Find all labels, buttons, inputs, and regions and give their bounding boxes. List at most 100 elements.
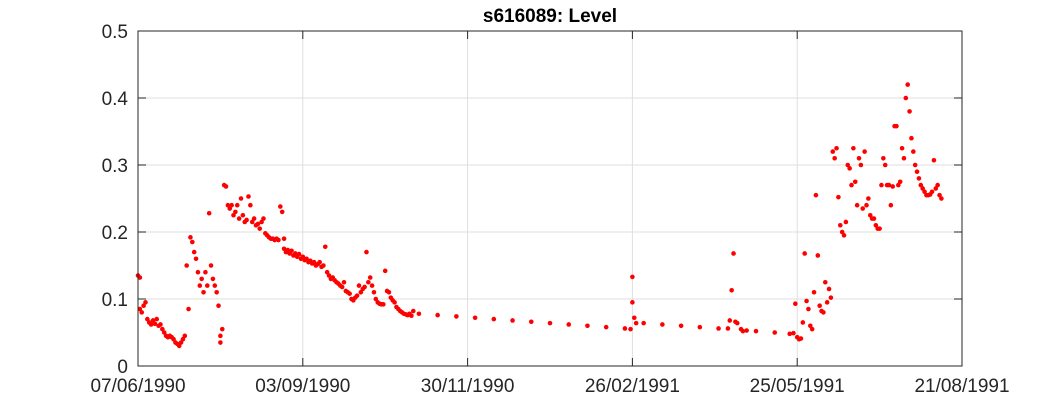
data-point — [804, 298, 809, 304]
data-point — [341, 279, 347, 285]
data-point — [937, 192, 942, 198]
data-point — [912, 162, 918, 168]
data-point — [364, 249, 369, 255]
data-point — [289, 248, 294, 254]
data-point — [219, 326, 225, 332]
data-point — [249, 219, 255, 225]
data-point — [821, 310, 826, 315]
data-point — [161, 330, 167, 335]
data-point — [137, 275, 143, 280]
data-point — [633, 320, 639, 326]
data-point — [888, 202, 894, 208]
data-point — [210, 276, 216, 282]
data-point — [800, 320, 806, 325]
data-point — [809, 326, 815, 332]
data-point — [199, 276, 204, 282]
data-point — [381, 302, 386, 307]
data-point — [894, 123, 899, 129]
data-point — [851, 145, 856, 151]
data-point — [822, 279, 828, 285]
data-point — [903, 95, 909, 101]
data-point — [244, 217, 249, 223]
data-point — [933, 186, 939, 191]
data-point — [630, 300, 635, 305]
data-point — [856, 156, 862, 161]
data-point — [630, 274, 635, 280]
data-point — [854, 202, 860, 208]
data-point — [278, 204, 283, 209]
data-point — [858, 162, 864, 168]
data-point — [873, 223, 879, 228]
data-point — [369, 283, 375, 288]
y-tick-label: 0.5 — [102, 22, 128, 43]
data-point — [195, 269, 201, 275]
data-point — [828, 295, 834, 300]
data-point — [300, 254, 306, 260]
data-point — [240, 212, 246, 218]
y-tick-label: 0.4 — [102, 89, 129, 110]
data-point — [832, 156, 837, 161]
data-point — [886, 182, 892, 188]
data-point — [204, 283, 210, 288]
data-point — [227, 206, 233, 211]
data-point — [864, 202, 869, 208]
data-point — [909, 135, 914, 141]
data-point — [547, 320, 553, 326]
data-point — [233, 209, 238, 215]
data-point — [834, 145, 839, 151]
data-point — [622, 326, 628, 331]
data-point — [321, 263, 326, 268]
data-point — [935, 182, 940, 188]
data-point — [148, 322, 154, 327]
data-point — [216, 303, 221, 309]
data-point — [285, 247, 291, 253]
data-point — [386, 290, 392, 295]
data-point — [871, 216, 877, 221]
data-point — [753, 328, 759, 334]
data-point — [326, 273, 332, 278]
data-point — [920, 186, 925, 191]
data-point — [808, 323, 813, 329]
data-point — [296, 251, 302, 257]
data-point — [152, 321, 158, 327]
data-point — [229, 202, 234, 208]
data-point — [154, 316, 160, 322]
data-point — [246, 194, 251, 199]
data-point — [817, 303, 822, 309]
data-point — [830, 149, 836, 154]
y-tick-label: 0.1 — [102, 290, 128, 311]
data-point — [347, 291, 352, 296]
x-tick-label: 26/02/1991 — [585, 376, 680, 397]
data-point — [225, 202, 231, 208]
data-point — [802, 251, 807, 256]
data-point — [358, 290, 364, 295]
data-point — [137, 306, 143, 312]
data-point — [727, 318, 733, 323]
data-point — [184, 263, 189, 268]
data-point — [362, 284, 367, 290]
data-point — [837, 223, 843, 228]
data-point — [813, 192, 819, 198]
data-point — [916, 176, 922, 181]
data-point — [178, 340, 184, 345]
y-tick-label: 0.3 — [102, 156, 128, 177]
data-point — [860, 206, 866, 211]
data-point — [317, 259, 322, 265]
data-point — [740, 328, 746, 334]
data-point — [248, 202, 253, 208]
data-point — [697, 324, 703, 330]
data-point — [631, 315, 637, 321]
data-point — [281, 246, 287, 252]
data-point — [849, 182, 854, 188]
data-point — [628, 326, 633, 332]
data-point — [862, 149, 867, 154]
data-point — [190, 239, 195, 245]
data-point — [251, 216, 257, 221]
data-point — [410, 308, 416, 314]
data-point — [197, 283, 203, 288]
data-point — [203, 269, 208, 275]
data-point — [218, 333, 223, 339]
points-layer — [135, 82, 944, 349]
